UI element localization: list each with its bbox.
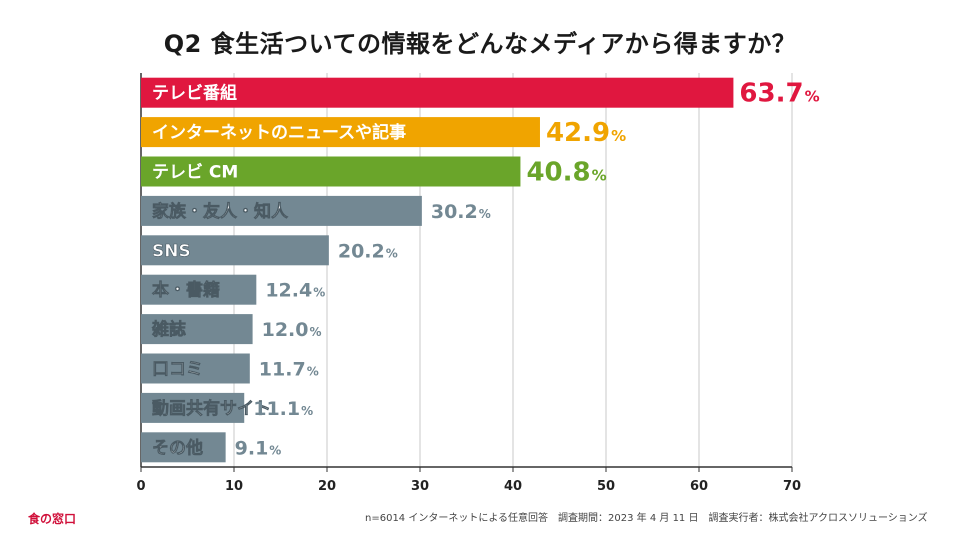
bar [141,117,540,148]
bar [141,353,250,384]
bar [141,235,329,266]
brand-logo-text: 食の窓口 [28,512,77,526]
category-label: 口コミ [152,360,203,380]
bar [141,432,226,463]
survey-note: n=6014 インターネットによる任意回答 調査期間：2023 年 4 月 11… [365,513,928,524]
category-label: 本・書籍 [152,280,220,301]
bars [141,77,734,463]
bar [141,156,521,187]
x-axis: 0 10 20 30 40 50 60 70 [136,466,801,494]
x-tick-label: 20 [318,479,336,494]
value-label: 12.4% [265,280,325,302]
value-label: 12.0% [262,319,322,341]
value-label: 9.1% [235,437,282,459]
chart-title: Q2 食生活ついての情報をどんなメディアから得ますか？ [163,30,797,58]
value-labels: 63.7% 42.9% 40.8% 30.2% 20.2% 12.4% 12.0% 11.7%… [235,79,820,460]
value-label: 30.2% [431,201,491,223]
bar [141,195,422,226]
bar [141,392,245,423]
x-tick-label: 60 [690,479,708,494]
category-label: テレビ番組 [152,83,237,104]
category-label: SNS [152,241,191,261]
x-tick-label: 50 [597,479,615,494]
category-label: 家族・友人・知人 [152,201,289,222]
value-label: 11.1% [253,398,313,420]
category-label: 動画共有サイト [152,398,271,419]
bar [141,274,257,305]
value-label: 42.9% [546,118,626,148]
x-tick-label: 70 [783,479,801,494]
category-label: 雑誌 [151,319,186,340]
x-tick-label: 40 [504,479,522,494]
x-tick-label: 30 [411,479,429,494]
value-label: 11.7% [259,359,319,381]
category-label: その他 [152,437,203,458]
value-label: 40.8% [526,158,606,188]
bar [141,314,253,345]
value-label: 20.2% [338,240,398,262]
x-tick-label: 10 [225,479,243,494]
category-label: インターネットのニュースや記事 [152,122,406,143]
category-label: テレビ CM [152,163,238,183]
value-label: 63.7% [739,79,819,109]
bar [141,77,734,108]
x-tick-label: 0 [136,479,145,494]
